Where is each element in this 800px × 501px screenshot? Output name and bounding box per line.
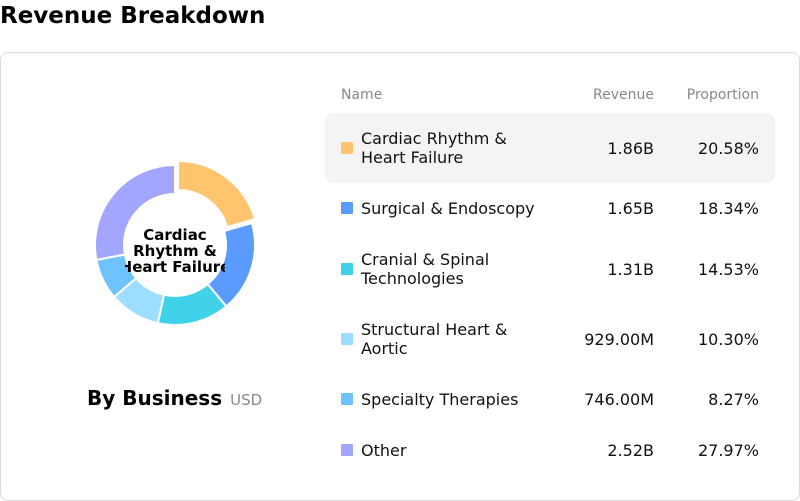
donut-svg xyxy=(94,160,257,326)
legend-swatch xyxy=(341,393,353,405)
donut-slice[interactable] xyxy=(177,160,257,229)
revenue-value: 1.65B xyxy=(607,198,654,218)
revenue-value: 2.52B xyxy=(607,440,654,460)
legend-label: Structural Heart & Aortic xyxy=(361,320,508,358)
legend-label: Specialty Therapies xyxy=(361,389,519,409)
table-row[interactable]: Cardiac Rhythm & Heart Failure 1.86B 20.58… xyxy=(325,113,775,183)
legend-swatch xyxy=(341,142,353,154)
legend-label: Other xyxy=(361,440,407,460)
table-row[interactable]: Structural Heart & Aortic 929.00M 10.30% xyxy=(325,304,775,374)
proportion-value: 27.97% xyxy=(697,440,759,460)
legend-label: Cranial & Spinal Technologies xyxy=(361,250,490,288)
table-row[interactable]: Specialty Therapies 746.00M 8.27% xyxy=(325,379,775,419)
revenue-value: 1.31B xyxy=(607,259,654,279)
proportion-value: 18.34% xyxy=(697,198,759,218)
donut-center-text: Cardiac Rhythm & Heart Failure xyxy=(125,226,225,276)
table-header: Name Revenue Proportion xyxy=(0,87,800,105)
legend-label: Surgical & Endoscopy xyxy=(361,198,535,218)
table-row[interactable]: Surgical & Endoscopy 1.65B 18.34% xyxy=(325,188,775,228)
header-proportion: Proportion xyxy=(686,87,759,103)
revenue-value: 1.86B xyxy=(607,138,654,158)
table-row[interactable]: Cranial & Spinal Technologies 1.31B 14.53% xyxy=(325,234,775,304)
legend-label: Cardiac Rhythm & Heart Failure xyxy=(361,129,507,167)
donut-center-label: Cardiac Rhythm & Heart Failure xyxy=(125,225,225,277)
chart-subtitle: By Business xyxy=(87,386,223,410)
chart-caption: By Business USD xyxy=(87,386,262,410)
proportion-value: 20.58% xyxy=(697,138,759,158)
legend-swatch xyxy=(341,444,353,456)
revenue-value: 929.00M xyxy=(584,329,654,349)
revenue-value: 746.00M xyxy=(584,389,654,409)
page-title: Revenue Breakdown xyxy=(0,3,266,29)
proportion-value: 14.53% xyxy=(697,259,759,279)
donut-chart: Cardiac Rhythm & Heart Failure xyxy=(85,155,265,335)
proportion-value: 10.30% xyxy=(697,329,759,349)
currency-unit: USD xyxy=(230,391,263,409)
proportion-value: 8.27% xyxy=(708,389,759,409)
legend-swatch xyxy=(341,202,353,214)
donut-slice[interactable] xyxy=(94,163,176,262)
header-revenue: Revenue xyxy=(593,87,654,103)
header-name: Name xyxy=(341,87,383,103)
table-row[interactable]: Other 2.52B 27.97% xyxy=(325,430,775,470)
legend-swatch xyxy=(341,263,353,275)
legend-swatch xyxy=(341,333,353,345)
